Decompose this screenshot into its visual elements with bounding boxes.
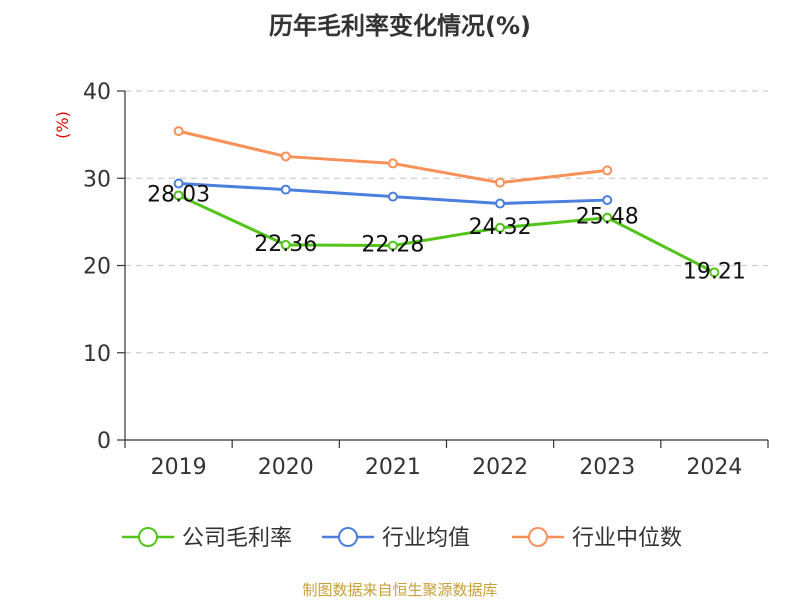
data-point[interactable] (495, 222, 506, 233)
data-label: 22.28 (361, 233, 424, 258)
data-labels: 28.03 22.36 22.28 24.32 25.48 19.21 (147, 182, 746, 284)
data-label: 28.03 (147, 182, 210, 207)
axes: 0 10 20 30 40 2019 2020 2021 2022 2023 2024 (83, 80, 769, 480)
x-tick-label: 2021 (365, 455, 421, 480)
source-note: 制图数据来自恒生聚源数据库 (302, 581, 497, 599)
legend-item[interactable]: 行业中位数 (512, 526, 682, 551)
data-point[interactable] (387, 240, 398, 251)
x-tick-label: 2024 (686, 455, 742, 480)
legend-marker-icon (338, 527, 358, 547)
x-tick-label: 2022 (472, 455, 528, 480)
y-tick-label: 30 (83, 167, 111, 192)
data-point[interactable] (387, 191, 398, 202)
x-tick-label: 2019 (151, 455, 207, 480)
data-point[interactable] (602, 212, 613, 223)
series-line (178, 129, 608, 185)
series-lines (173, 126, 720, 278)
data-point[interactable] (173, 178, 184, 189)
data-point[interactable] (709, 267, 720, 278)
data-label: 24.32 (469, 215, 532, 240)
data-point[interactable] (387, 158, 398, 169)
legend-label: 公司毛利率 (182, 526, 292, 551)
data-point[interactable] (495, 177, 506, 188)
legend-item[interactable]: 公司毛利率 (122, 526, 292, 551)
data-label: 22.36 (254, 232, 317, 257)
data-label: 25.48 (576, 205, 639, 230)
legend-marker-icon (138, 527, 158, 547)
data-point[interactable] (495, 198, 506, 209)
x-tick-label: 2023 (579, 455, 635, 480)
legend-label: 行业中位数 (572, 526, 682, 551)
legend[interactable]: 公司毛利率 行业均值 行业中位数 (122, 526, 682, 551)
series-line (177, 194, 716, 274)
data-point[interactable] (602, 165, 613, 176)
data-point[interactable] (280, 184, 291, 195)
y-axis-label: (%) (53, 111, 72, 139)
chart-title: 历年毛利率变化情况(%) (269, 12, 531, 40)
y-tick-label: 10 (83, 342, 111, 367)
legend-label: 行业均值 (382, 526, 470, 551)
grid-lines (125, 90, 768, 354)
legend-marker-icon (528, 527, 548, 547)
y-tick-label: 40 (83, 80, 111, 105)
y-tick-label: 0 (97, 429, 111, 454)
data-point[interactable] (280, 151, 291, 162)
data-label: 19.21 (683, 259, 746, 284)
data-point[interactable] (173, 126, 184, 137)
x-tick-label: 2020 (258, 455, 314, 480)
y-tick-label: 20 (83, 255, 111, 280)
data-point[interactable] (602, 195, 613, 206)
data-point[interactable] (173, 190, 184, 201)
legend-item[interactable]: 行业均值 (322, 526, 470, 551)
data-point[interactable] (280, 239, 291, 250)
